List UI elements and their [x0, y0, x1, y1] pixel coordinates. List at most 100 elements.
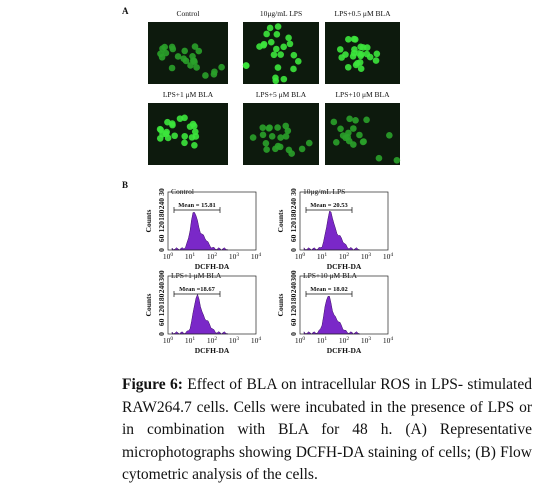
cell	[188, 134, 196, 141]
tick-exp: 3	[236, 336, 239, 342]
y-axis-label: Counts	[144, 209, 153, 232]
cell	[266, 124, 273, 131]
cell	[156, 125, 164, 133]
plot-frame	[167, 191, 257, 251]
x-tick-label: 101	[317, 252, 328, 261]
cell	[393, 156, 401, 164]
cell	[272, 77, 280, 85]
y-tick-label: 0	[157, 248, 166, 252]
cell	[268, 133, 276, 140]
cell	[290, 65, 297, 73]
x-tick-label: 101	[185, 252, 196, 261]
tick-base: 10	[383, 252, 391, 261]
cell	[355, 50, 363, 57]
caption-text: Effect of BLA on intracellular ROS in LP…	[122, 376, 532, 483]
y-tick-label: 120	[157, 305, 166, 317]
cell	[169, 121, 176, 129]
y-tick-label: 240	[157, 282, 166, 294]
cell	[263, 146, 270, 153]
cell	[286, 40, 294, 48]
x-tick-label: 103	[361, 252, 372, 261]
image-label: Control	[177, 9, 200, 18]
y-tick-label: 120	[289, 305, 298, 317]
tick-exp: 4	[258, 336, 261, 342]
cell	[162, 130, 170, 138]
cell	[273, 45, 280, 53]
cell	[277, 134, 284, 141]
cell	[345, 36, 352, 43]
y-tick-label: 60	[289, 234, 298, 242]
tick-exp: 4	[390, 252, 393, 258]
tick-base: 10	[229, 252, 237, 261]
tick-base: 10	[339, 336, 347, 345]
cell	[363, 116, 370, 124]
plot-frame	[299, 191, 389, 251]
panel-label: B	[122, 180, 128, 190]
cell	[158, 54, 166, 61]
cell	[344, 133, 351, 141]
tick-exp: 0	[170, 252, 173, 258]
cell	[330, 118, 338, 126]
tick-exp: 2	[214, 336, 217, 342]
cell	[274, 64, 282, 71]
y-tick-label: 300	[289, 270, 298, 282]
cell	[260, 40, 268, 48]
cell	[191, 128, 199, 136]
cell	[259, 124, 267, 131]
cell	[164, 118, 171, 126]
plot-frame	[299, 275, 389, 335]
histogram	[171, 212, 229, 251]
y-tick-label: 180	[157, 209, 166, 221]
cell	[189, 120, 197, 128]
mean-label: Mean =18.67	[179, 286, 216, 293]
y-tick-label: 30	[289, 188, 298, 196]
plot-title: 10μg/mL LPS	[303, 187, 345, 196]
cell	[305, 139, 313, 147]
tick-base: 10	[317, 336, 325, 345]
cell	[193, 64, 200, 71]
histogram	[303, 210, 361, 251]
histogram	[171, 293, 229, 335]
y-tick-label: 0	[289, 248, 298, 252]
x-tick-label: 102	[339, 252, 350, 261]
histogram	[303, 296, 361, 335]
plot-title: LPS+10 μM BLA	[303, 271, 358, 280]
cell	[285, 146, 293, 154]
tick-exp: 0	[302, 336, 305, 342]
y-tick-label: 60	[289, 318, 298, 326]
cell	[162, 49, 170, 57]
tick-base: 10	[185, 252, 193, 261]
x-tick-label: 103	[361, 336, 372, 345]
x-tick-label: 100	[163, 252, 174, 261]
y-tick-label: 60	[157, 318, 166, 326]
cell	[272, 145, 279, 153]
cell	[372, 57, 380, 64]
cell	[294, 58, 302, 65]
x-tick-label: 101	[185, 336, 196, 345]
cell	[259, 131, 267, 139]
tick-exp: 0	[170, 336, 173, 342]
x-tick-label: 100	[295, 336, 306, 345]
tick-exp: 1	[324, 252, 327, 258]
image-label: LPS+10 μM BLA	[335, 90, 390, 99]
cell	[366, 53, 374, 61]
tick-exp: 1	[192, 336, 195, 342]
cell	[357, 43, 364, 51]
tick-base: 10	[317, 252, 325, 261]
cell	[354, 60, 361, 67]
tick-exp: 3	[368, 336, 371, 342]
cell	[176, 115, 184, 122]
y-tick-label: 120	[289, 221, 298, 233]
y-tick-label: 30	[157, 188, 166, 196]
tick-base: 10	[229, 336, 237, 345]
mean-label: Mean = 18.02	[310, 286, 347, 293]
cell	[332, 138, 340, 146]
cell	[280, 75, 288, 83]
caption: Figure 6: Effect of BLA on intracellular…	[122, 374, 532, 487]
y-tick-label: 180	[289, 209, 298, 221]
cell	[352, 117, 359, 124]
tick-base: 10	[295, 252, 303, 261]
cell	[168, 43, 176, 51]
x-tick-label: 104	[383, 252, 394, 261]
cell	[285, 34, 292, 42]
